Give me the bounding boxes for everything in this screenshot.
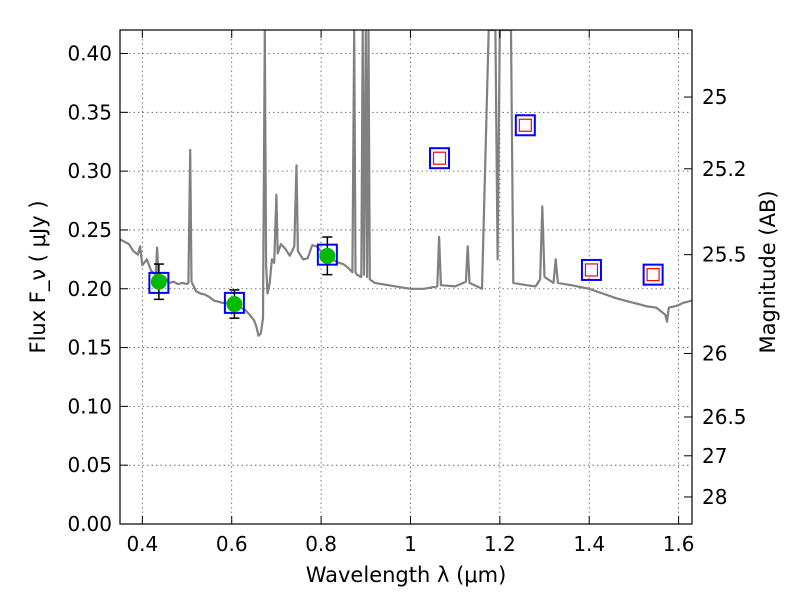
x-tick-label: 1 [404,532,417,556]
x-axis-label: Wavelength λ (μm) [306,563,507,587]
right-tick-label: 27 [702,444,727,468]
y-tick-label: 0.00 [67,512,112,536]
tick-layer: 0.4 0.6 0.8 1 1.2 1.4 1.6 0.00 0.05 0.10 0.15 0.20 0… [67,30,747,556]
x-tick-label: 0.8 [305,532,337,556]
model-box-marker [642,263,664,286]
right-tick-label: 25.2 [702,157,747,181]
y-tick-label: 0.20 [67,277,112,301]
plot-frame [119,29,693,525]
open-square-marker [432,151,447,165]
observed-point [150,273,167,290]
open-square-marker [584,263,599,277]
y-tick-label: 0.05 [67,453,112,477]
marker-layer [148,114,664,319]
model-box-marker [429,147,451,170]
open-square-marker [646,268,660,282]
x-tick-label: 0.4 [126,532,158,556]
observed-point [319,247,336,264]
model-box-marker [580,258,602,281]
right-tick-label: 26 [702,341,727,365]
right-tick-label: 25 [702,85,727,109]
y-tick-label: 0.25 [67,218,112,242]
plot-layer [120,30,692,337]
y-axis-label: Flux F_ν ( μJy ) [26,200,51,353]
open-square-marker [518,118,532,132]
y-tick-label: 0.10 [67,394,112,418]
right-tick-label: 26.5 [702,405,747,429]
model-box-marker [514,114,536,137]
right-tick-label: 28 [702,485,727,509]
x-tick-label: 1.2 [484,532,516,556]
y-tick-label: 0.30 [67,159,112,183]
y-tick-label: 0.35 [67,100,112,124]
grid-layer [120,30,692,525]
y-tick-label: 0.15 [67,336,112,360]
x-tick-label: 0.6 [216,532,248,556]
y-tick-label: 0.40 [67,42,112,66]
x-tick-label: 1.6 [663,532,695,556]
x-tick-label: 1.4 [573,532,605,556]
observed-point [226,296,243,313]
y-axis-right-label: Magnitude (AB) [756,190,780,353]
spectrum-line [120,30,692,337]
right-tick-label: 25.5 [702,243,747,267]
